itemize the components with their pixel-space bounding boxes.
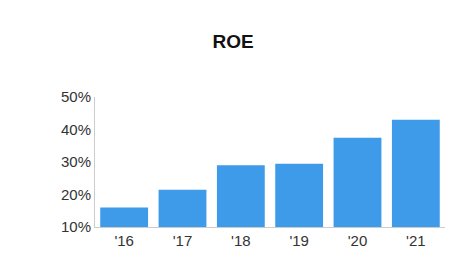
svg-text:'18: '18 (231, 232, 251, 249)
svg-text:'17: '17 (173, 232, 193, 249)
svg-text:'19: '19 (289, 232, 309, 249)
svg-text:ROE: ROE (212, 31, 253, 52)
svg-text:50%: 50% (61, 88, 91, 105)
svg-text:'20: '20 (348, 232, 368, 249)
svg-text:'21: '21 (406, 232, 426, 249)
svg-text:40%: 40% (61, 121, 91, 138)
svg-text:30%: 30% (61, 153, 91, 170)
svg-text:10%: 10% (61, 218, 91, 235)
svg-text:'16: '16 (114, 232, 134, 249)
svg-text:20%: 20% (61, 186, 91, 203)
